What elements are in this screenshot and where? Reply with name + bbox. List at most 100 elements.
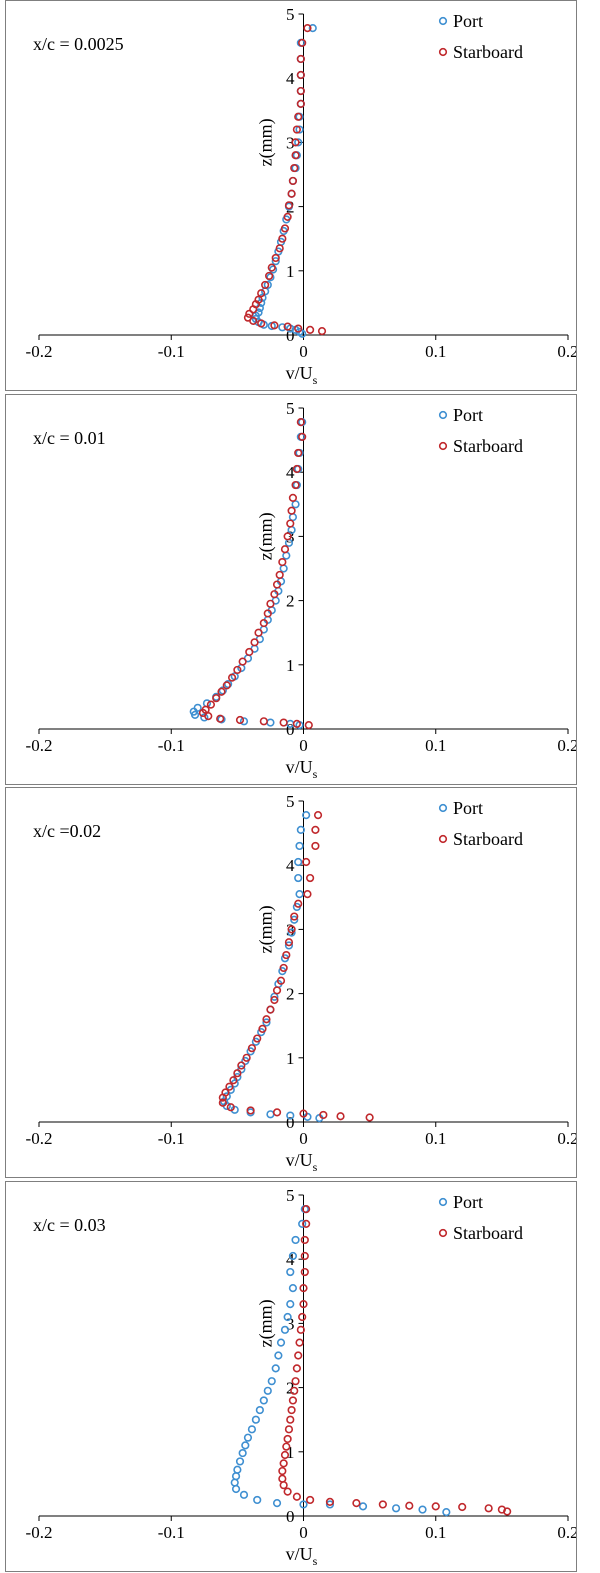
data-point <box>291 500 300 509</box>
data-point <box>272 580 282 589</box>
data-point <box>233 1069 242 1078</box>
x-axis-label-subscript: s <box>313 1160 318 1174</box>
x-axis-label-main: v/U <box>286 1544 313 1564</box>
x-tick-label: 0.1 <box>425 736 446 755</box>
data-point <box>291 151 300 160</box>
data-point <box>262 1015 271 1024</box>
x-axis-label: v/Us <box>286 757 318 781</box>
chart-title: x/c = 0.01 <box>33 428 106 448</box>
data-point <box>280 1325 290 1334</box>
data-point <box>238 657 247 666</box>
x-tick-label: -0.2 <box>26 736 53 755</box>
data-point <box>300 1267 309 1277</box>
data-point <box>418 1505 427 1514</box>
legend-marker-starboard <box>438 834 448 844</box>
data-point <box>306 325 315 334</box>
legend-label-port: Port <box>453 1192 483 1212</box>
series-starboard <box>243 24 327 336</box>
legend-marker-starboard <box>438 47 448 57</box>
data-point <box>287 925 296 934</box>
data-point <box>271 257 280 266</box>
data-point <box>288 1396 298 1405</box>
data-point <box>298 38 307 47</box>
y-tick-label: 0 <box>286 1113 295 1132</box>
data-point <box>218 1098 227 1107</box>
data-point <box>231 1484 241 1494</box>
y-tick-label: 2 <box>286 198 295 217</box>
data-point <box>294 899 303 908</box>
data-point <box>263 280 272 290</box>
data-point <box>266 1110 275 1119</box>
data-point <box>358 1502 368 1511</box>
data-point <box>278 234 287 243</box>
legend-marker-port <box>438 16 448 26</box>
data-point <box>294 448 303 458</box>
data-point <box>296 418 305 427</box>
y-axis-label: z(mm) <box>256 905 277 953</box>
data-point <box>279 718 288 727</box>
data-point <box>212 694 221 703</box>
x-tick-label: 0.2 <box>557 1523 576 1542</box>
data-point <box>288 513 298 522</box>
y-tick-label: 2 <box>286 1379 295 1398</box>
x-tick-label: 0 <box>299 736 308 755</box>
data-point <box>294 112 303 121</box>
data-point <box>286 519 295 528</box>
data-point <box>302 857 311 867</box>
data-point <box>270 995 279 1005</box>
x-tick-label: 0.2 <box>557 342 576 361</box>
data-point <box>290 163 299 173</box>
data-point <box>378 1500 387 1509</box>
chart-panel-4: -0.2 -0.1 0 0.1 0.2 0 1 2 3 4 5 x/c = 0.03 z(mm) v/Us… <box>5 1181 577 1572</box>
data-point <box>272 1499 282 1508</box>
data-point <box>311 825 320 834</box>
legend-label-starboard: Starboard <box>453 436 523 456</box>
data-point <box>282 551 291 560</box>
data-point <box>279 963 288 973</box>
data-point <box>231 1472 241 1481</box>
data-point <box>253 1495 262 1505</box>
data-point <box>298 432 307 441</box>
data-point <box>222 1092 231 1101</box>
y-tick-label: 1 <box>286 1443 295 1462</box>
data-point <box>294 857 303 867</box>
data-point <box>284 1425 294 1434</box>
x-tick-label: 0.2 <box>557 736 576 755</box>
data-point <box>246 1106 255 1115</box>
data-point <box>295 1338 304 1347</box>
data-point <box>262 1018 271 1027</box>
data-point <box>257 289 266 298</box>
data-point <box>299 1500 308 1509</box>
data-point <box>303 24 312 33</box>
data-point <box>263 1386 272 1395</box>
data-point <box>235 1457 245 1466</box>
data-point <box>313 811 323 820</box>
data-point <box>306 1495 315 1505</box>
data-point <box>250 638 259 647</box>
y-axis-label: z(mm) <box>256 118 277 166</box>
data-point <box>217 687 226 696</box>
data-point <box>442 1508 451 1517</box>
data-point <box>296 1325 305 1334</box>
y-tick-label: 1 <box>286 1049 295 1068</box>
data-point <box>287 189 296 198</box>
data-point <box>230 1478 239 1487</box>
data-point <box>286 1111 295 1120</box>
data-point <box>284 941 294 950</box>
data-point <box>299 1109 308 1118</box>
x-axis-label-main: v/U <box>286 757 313 777</box>
chart-title: x/c = 0.0025 <box>33 34 124 54</box>
legend-label-port: Port <box>453 798 483 818</box>
data-point <box>352 1499 361 1508</box>
data-point <box>201 705 210 714</box>
data-point <box>229 1076 238 1085</box>
data-point <box>296 825 305 834</box>
data-point <box>294 138 303 147</box>
data-point <box>266 273 275 282</box>
data-point <box>243 313 253 322</box>
data-point <box>206 700 216 709</box>
y-tick-label: 5 <box>286 792 295 811</box>
series-starboard <box>278 1205 512 1516</box>
data-point <box>278 1466 287 1476</box>
data-point <box>278 323 287 332</box>
